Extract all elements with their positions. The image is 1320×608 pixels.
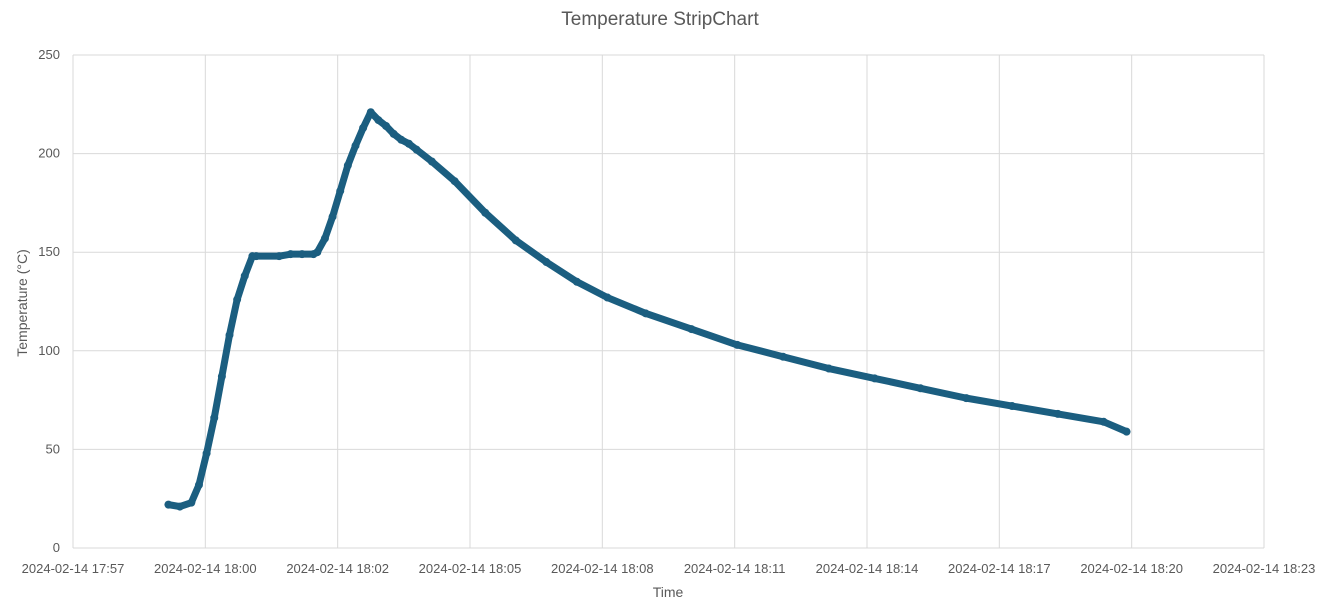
data-point: [641, 309, 650, 318]
data-point: [603, 293, 612, 302]
data-point: [450, 177, 459, 186]
data-point: [194, 480, 203, 489]
data-point: [404, 139, 413, 148]
data-point: [824, 364, 833, 373]
data-point: [916, 384, 925, 393]
data-point: [233, 295, 242, 304]
data-point: [511, 236, 520, 245]
y-tick-label: 200: [38, 146, 60, 161]
data-point: [1122, 427, 1131, 436]
x-tick-label: 2024-02-14 18:14: [816, 561, 919, 576]
data-point: [286, 250, 295, 259]
x-axis-title: Time: [652, 584, 684, 600]
data-point: [779, 352, 788, 361]
data-point: [733, 340, 742, 349]
x-tick-label: 2024-02-14 18:08: [551, 561, 654, 576]
data-point: [481, 208, 490, 217]
data-point: [328, 212, 337, 221]
data-point: [542, 258, 551, 267]
data-point: [1099, 417, 1108, 426]
data-point: [366, 108, 375, 117]
x-tick-label: 2024-02-14 18:00: [154, 561, 257, 576]
data-point: [427, 157, 436, 166]
x-tick-label: 2024-02-14 18:23: [1213, 561, 1316, 576]
chart-title: Temperature StripChart: [561, 9, 759, 30]
data-point: [187, 498, 196, 507]
y-tick-label: 250: [38, 47, 60, 62]
data-point: [320, 234, 329, 243]
data-point: [389, 129, 398, 138]
x-tick-label: 2024-02-14 18:05: [419, 561, 522, 576]
data-point: [1053, 409, 1062, 418]
x-tick-label: 2024-02-14 17:57: [22, 561, 125, 576]
data-point: [217, 372, 226, 381]
x-tick-label: 2024-02-14 18:17: [948, 561, 1051, 576]
y-tick-label: 150: [38, 244, 60, 259]
y-tick-label: 50: [46, 441, 60, 456]
data-point: [252, 252, 261, 261]
data-point: [351, 141, 360, 150]
data-point: [572, 277, 581, 286]
data-point: [164, 500, 173, 509]
data-point: [225, 331, 234, 340]
data-point: [1008, 402, 1017, 411]
data-point: [397, 135, 406, 144]
data-point: [210, 413, 219, 422]
x-tick-label: 2024-02-14 18:02: [286, 561, 389, 576]
data-point: [175, 502, 184, 511]
x-tick-label: 2024-02-14 18:11: [684, 561, 786, 576]
data-point: [382, 121, 391, 130]
data-point: [962, 394, 971, 403]
data-point: [412, 145, 421, 154]
x-tick-label: 2024-02-14 18:20: [1080, 561, 1183, 576]
data-point: [374, 116, 383, 125]
data-point: [870, 374, 879, 383]
data-point: [359, 123, 368, 132]
data-point: [240, 271, 249, 280]
data-point: [687, 325, 696, 334]
data-point: [275, 252, 284, 261]
data-point: [202, 449, 211, 458]
y-tick-label: 100: [38, 343, 60, 358]
data-point: [313, 248, 322, 257]
data-point: [343, 161, 352, 170]
data-point: [298, 250, 307, 259]
data-point: [336, 187, 345, 196]
series-line: [164, 108, 1131, 511]
y-tick-label: 0: [53, 540, 60, 555]
